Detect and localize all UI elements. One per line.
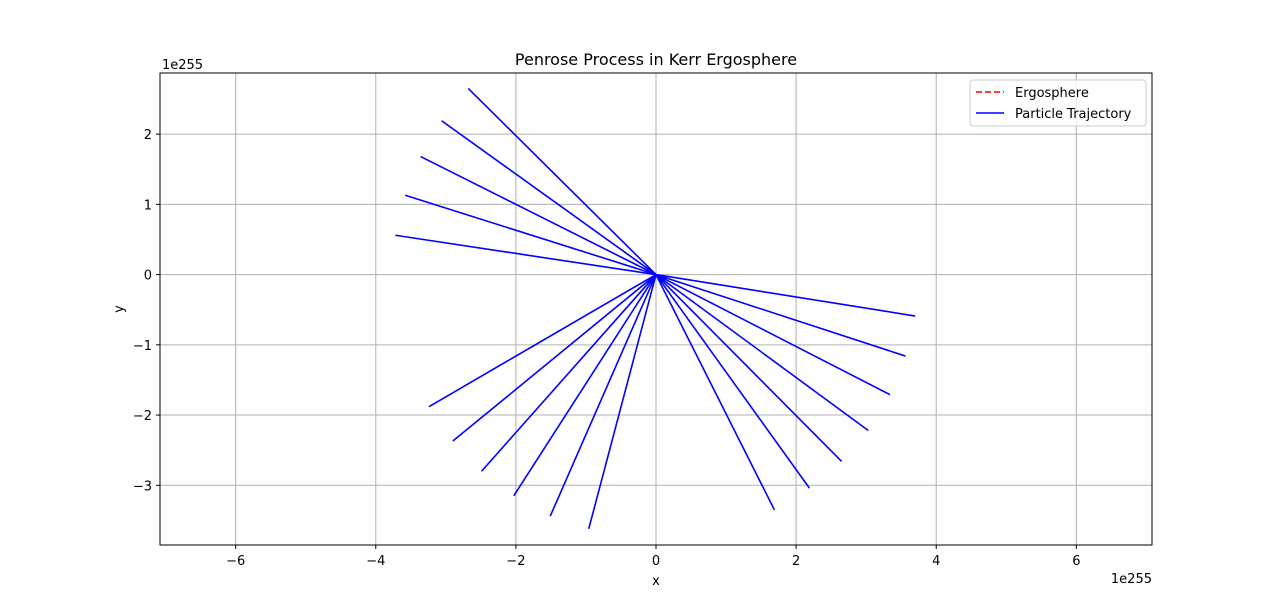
trajectory-line [395, 234, 657, 276]
x-tick-label: −6 [226, 554, 245, 569]
y-tick-label: −2 [133, 409, 152, 424]
trajectory-line [655, 274, 843, 462]
trajectory-line [655, 273, 916, 317]
trajectory-line [428, 273, 657, 408]
trajectory-line [549, 274, 657, 517]
x-tick-label: 2 [792, 554, 800, 569]
y-tick-label: −3 [133, 479, 152, 494]
x-tick-label: 0 [652, 554, 660, 569]
trajectory-line [480, 274, 657, 472]
y-axis-label: y [112, 305, 127, 313]
x-tick-label: −4 [366, 554, 385, 569]
trajectory-line [655, 273, 891, 396]
y-tick-label: 1 [144, 198, 152, 213]
y-axis-offset-label: 1e255 [162, 58, 203, 73]
x-tick-label: 4 [932, 554, 940, 569]
trajectory-line [587, 274, 657, 530]
legend: Ergosphere Particle Trajectory [969, 79, 1147, 127]
x-axis-label: x [652, 574, 660, 589]
legend-label-particle-trajectory: Particle Trajectory [1015, 107, 1132, 122]
y-tick-label: 0 [144, 269, 152, 284]
legend-label-ergosphere: Ergosphere [1015, 86, 1089, 101]
legend-box [969, 79, 1147, 127]
trajectory-line [655, 274, 811, 489]
series-layer [395, 87, 916, 530]
trajectory-line [655, 273, 869, 432]
x-axis-offset-label: 1e255 [1111, 572, 1152, 587]
chart-title: Penrose Process in Kerr Ergosphere [515, 50, 797, 69]
x-tick-label: 6 [1072, 554, 1080, 569]
y-tick-label: 2 [144, 128, 152, 143]
trajectory-line [420, 155, 657, 276]
tick-layer: −6 −4 −2 0 2 4 6 −3 −2 −1 0 1 2 [133, 128, 1081, 569]
x-tick-label: −2 [506, 554, 525, 569]
trajectory-line [441, 120, 657, 276]
trajectory-line [404, 194, 657, 276]
trajectory-line [655, 274, 776, 511]
y-tick-label: −1 [133, 339, 152, 354]
grid [160, 73, 1152, 545]
trajectory-line [452, 273, 657, 442]
trajectory-line [513, 274, 657, 497]
trajectory-line [655, 273, 906, 357]
trajectory-line [467, 87, 657, 276]
